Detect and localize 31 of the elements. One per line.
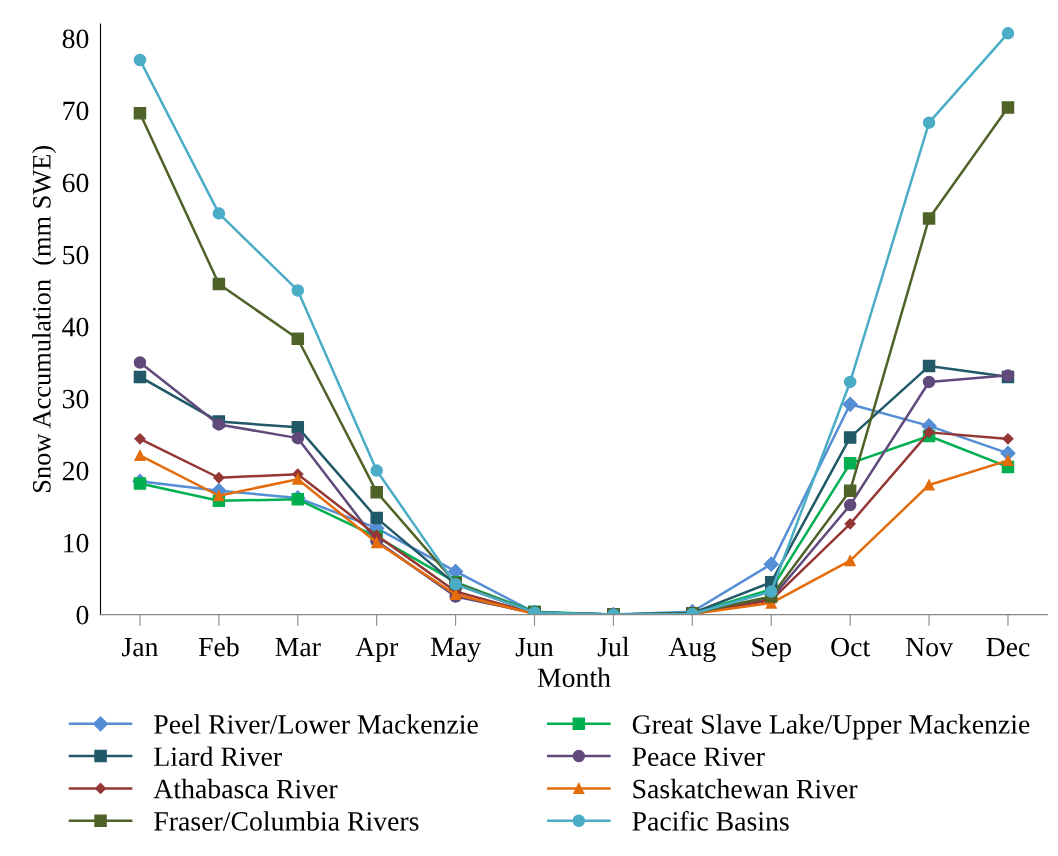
y-tick-label: 60: [62, 173, 89, 193]
legend-label: Great Slave Lake/Upper Mackenzie: [632, 714, 1030, 740]
x-tick-label: Jul: [597, 636, 630, 657]
y-tick-label: 0: [76, 605, 89, 625]
y-tick-label: 10: [64, 533, 89, 553]
x-tick-label: Apr: [355, 637, 399, 663]
x-tick-label: Aug: [668, 637, 716, 663]
x-tick-label: Jun: [515, 637, 554, 657]
y-tick-label: 50: [63, 245, 89, 265]
y-tick-label: 20: [62, 461, 89, 481]
x-tick-label: Mar: [275, 637, 321, 657]
x-tick-label: May: [430, 637, 481, 663]
x-axis-title: Month: [537, 667, 611, 688]
y-tick-label: 80: [62, 29, 89, 49]
x-tick-label: Jan: [122, 637, 159, 657]
x-tick-label: Dec: [986, 637, 1030, 657]
legend-label: Saskatchewan River: [633, 778, 858, 799]
x-tick-label: Nov: [905, 637, 953, 657]
legend-label: Liard River: [154, 746, 282, 767]
y-tick-label: 40: [62, 317, 89, 337]
x-tick-label: Oct: [831, 637, 871, 657]
y-tick-label: 70: [63, 101, 89, 121]
x-tick-label: Sep: [752, 637, 791, 663]
legend-label: Peel River/Lower Mackenzie: [154, 714, 478, 734]
legend-label: Athabasca River: [153, 778, 338, 799]
legend-label: Fraser/Columbia Rivers: [154, 811, 419, 831]
legend-label: Pacific Basins: [632, 810, 789, 831]
x-tick-label: Feb: [198, 636, 239, 657]
y-axis-title: Snow Accumulation (mm SWE): [32, 146, 57, 492]
y-tick-label: 30: [62, 389, 89, 409]
legend-label: Peace River: [632, 747, 765, 767]
